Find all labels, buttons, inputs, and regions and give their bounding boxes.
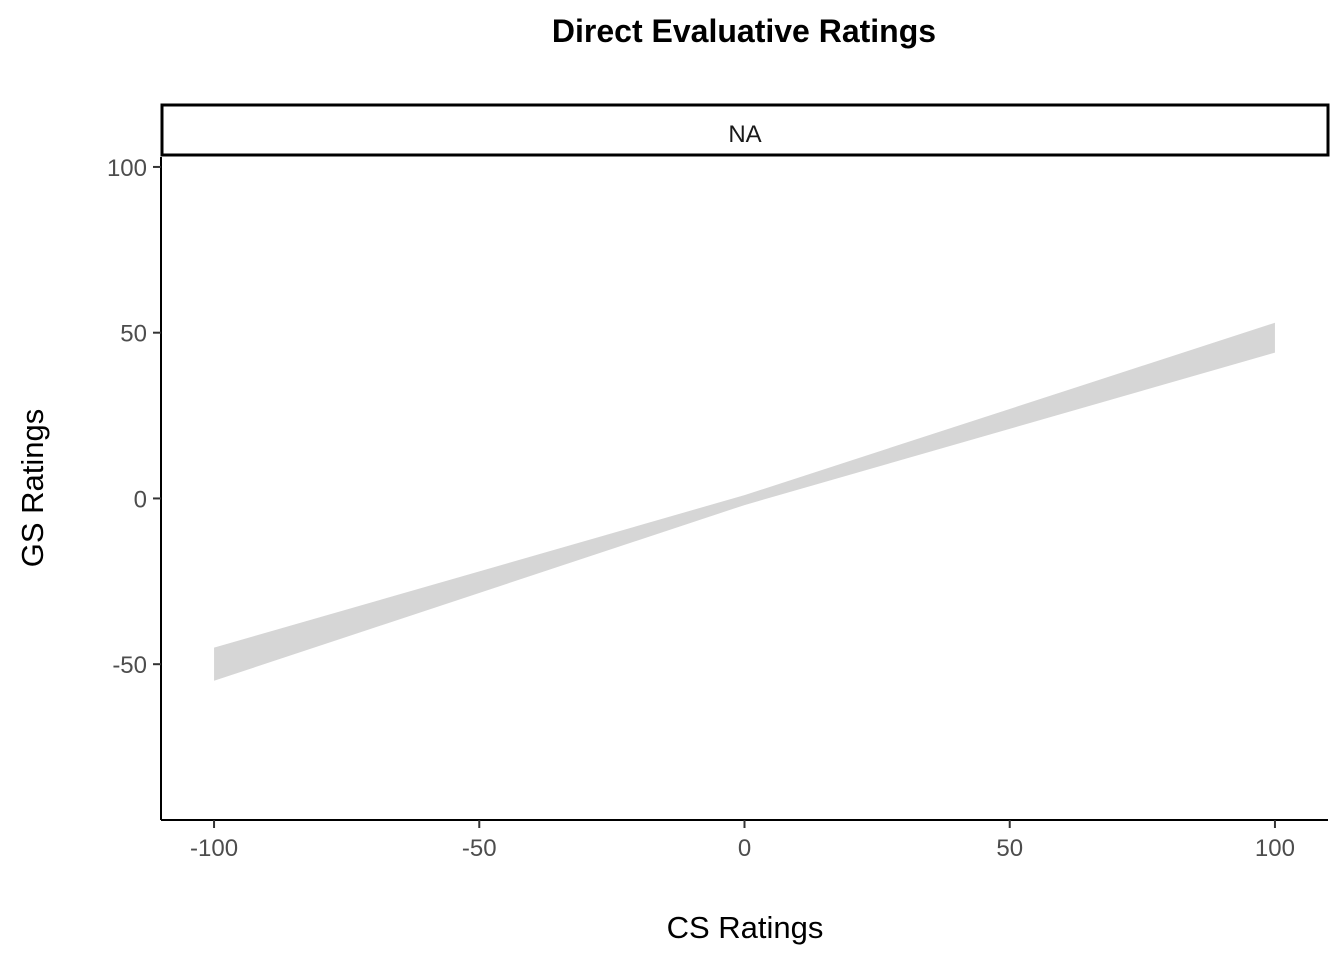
facet-strip bbox=[160, 103, 1330, 157]
y-axis-title: GS Ratings bbox=[15, 409, 50, 568]
x-tick-label: -50 bbox=[462, 835, 497, 862]
ribbon-layer bbox=[214, 322, 1275, 681]
y-tick-label: 100 bbox=[107, 155, 147, 182]
chart-title: Direct Evaluative Ratings bbox=[552, 13, 936, 49]
y-tick-label: 50 bbox=[120, 321, 147, 348]
facet-strip-label: NA bbox=[728, 121, 761, 148]
x-tick-label: -100 bbox=[190, 835, 238, 862]
x-axis-ticks: -100 -50 0 50 100 bbox=[190, 820, 1295, 862]
y-tick-label: 0 bbox=[134, 486, 147, 513]
x-tick-label: 50 bbox=[996, 835, 1023, 862]
y-axis-ticks: -50 0 50 100 bbox=[107, 155, 161, 679]
y-tick-label: -50 bbox=[112, 652, 147, 679]
x-tick-label: 0 bbox=[738, 835, 751, 862]
x-tick-label: 100 bbox=[1255, 835, 1295, 862]
confidence-ribbon bbox=[214, 322, 1275, 681]
x-axis-title: CS Ratings bbox=[667, 910, 824, 945]
